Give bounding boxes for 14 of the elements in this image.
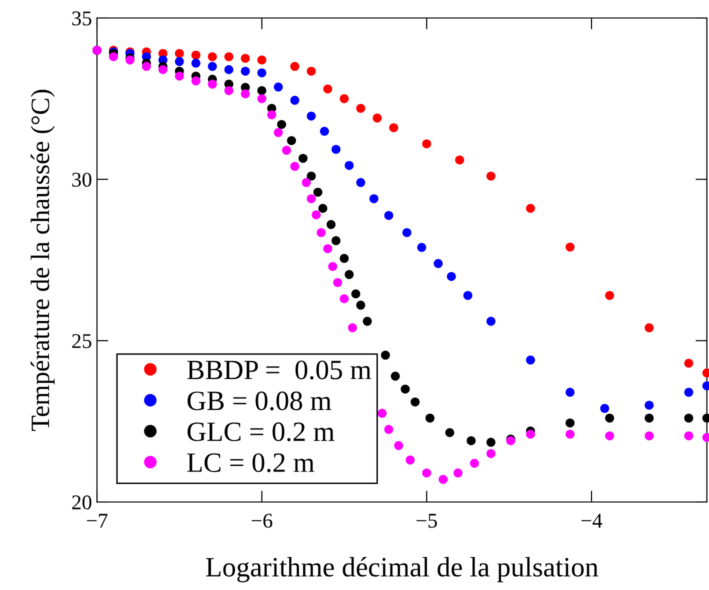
legend-label: GLC = 0.2 m <box>188 422 334 442</box>
y-axis-title: Température de la chaussée (°C) <box>30 90 55 431</box>
x-tick-label: −7 <box>86 514 108 528</box>
x-tick-label: −4 <box>581 514 602 528</box>
x-axis-title: Logarithme décimal de la pulsation <box>206 557 598 582</box>
y-tick-label: 30 <box>72 172 92 187</box>
legend-label: GB = 0.08 m <box>188 391 332 410</box>
x-tick-label: −5 <box>416 514 437 528</box>
legend-label: BBDP = 0.05 m <box>187 360 372 380</box>
x-tick-label: −6 <box>252 514 272 528</box>
y-tick-label: 25 <box>72 334 92 348</box>
legend-label: LC = 0.2 m <box>187 453 314 472</box>
y-tick-label: 35 <box>72 11 92 26</box>
y-tick-label: 20 <box>72 495 92 510</box>
